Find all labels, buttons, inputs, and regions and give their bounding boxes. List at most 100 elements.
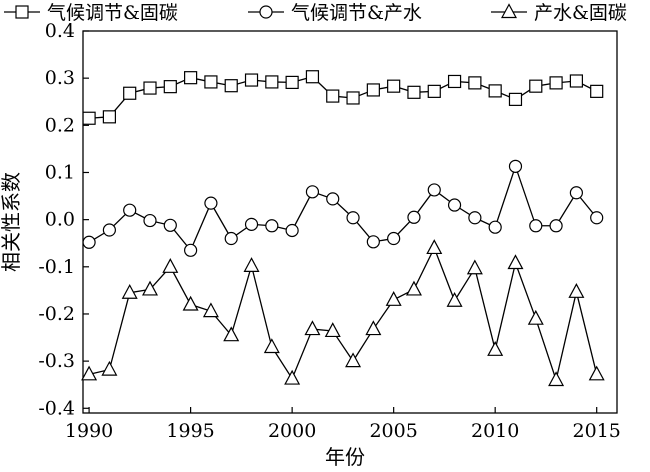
data-point bbox=[405, 280, 422, 296]
y-tick-label: 0.0 bbox=[45, 209, 75, 231]
data-point bbox=[143, 213, 157, 228]
legend-marker-icon bbox=[259, 5, 273, 19]
data-point bbox=[365, 320, 382, 336]
data-point bbox=[284, 369, 301, 385]
data-point bbox=[305, 185, 320, 199]
data-point bbox=[508, 159, 523, 173]
plot-frame bbox=[82, 30, 618, 414]
legend-marker-icon bbox=[500, 3, 518, 19]
data-point bbox=[82, 111, 96, 125]
x-tick-label: 2005 bbox=[369, 420, 417, 442]
data-point bbox=[345, 352, 362, 368]
data-point bbox=[466, 259, 483, 275]
x-tick-label: 2010 bbox=[471, 420, 519, 442]
data-point bbox=[447, 74, 462, 89]
data-point bbox=[366, 235, 380, 249]
data-point bbox=[427, 84, 441, 98]
x-tick-label: 1995 bbox=[166, 420, 214, 442]
data-point bbox=[468, 76, 482, 90]
series-line bbox=[88, 164, 598, 252]
data-point bbox=[102, 110, 116, 124]
data-point bbox=[346, 91, 360, 105]
data-point bbox=[285, 75, 299, 90]
data-point bbox=[123, 86, 137, 100]
x-tick-label: 2000 bbox=[268, 420, 316, 442]
x-axis-label: 年份 bbox=[325, 445, 365, 469]
data-point bbox=[446, 291, 463, 307]
data-point bbox=[244, 73, 259, 87]
y-tick-label: 0.2 bbox=[45, 114, 75, 136]
y-tick-label: -0.3 bbox=[38, 350, 75, 372]
data-point bbox=[202, 302, 219, 318]
data-point bbox=[101, 360, 118, 376]
series-3 bbox=[81, 239, 605, 387]
data-point bbox=[324, 322, 341, 338]
series-1 bbox=[82, 70, 604, 125]
axes: 1990 1995 2000 2005 2010 2015 0.4 0.3 0.2 0.1 0.0 -… bbox=[38, 20, 621, 442]
data-point bbox=[326, 89, 340, 103]
data-point bbox=[102, 223, 116, 237]
data-point bbox=[385, 291, 402, 306]
legend-item-2: 气候调节&产水 bbox=[248, 2, 422, 24]
data-point bbox=[568, 283, 585, 298]
data-point bbox=[529, 219, 543, 233]
data-point bbox=[265, 219, 279, 233]
data-point bbox=[548, 371, 565, 387]
legend-label: 气候调节&固碳 bbox=[47, 2, 178, 24]
data-point bbox=[407, 210, 421, 224]
x-tick-label: 1990 bbox=[65, 420, 113, 442]
data-point bbox=[366, 83, 380, 97]
y-tick-label: 0.3 bbox=[45, 67, 75, 89]
data-point bbox=[590, 211, 604, 225]
data-point bbox=[204, 196, 218, 210]
legend-label: 产水&固碳 bbox=[534, 2, 627, 24]
data-point bbox=[163, 218, 177, 232]
data-point bbox=[427, 183, 441, 197]
data-point bbox=[162, 258, 179, 273]
data-point bbox=[184, 243, 198, 257]
legend-item-3: 产水&固碳 bbox=[491, 2, 627, 24]
legend-item-1: 气候调节&固碳 bbox=[4, 2, 178, 24]
data-point bbox=[305, 70, 320, 84]
data-point bbox=[468, 211, 482, 225]
y-axis-label: 相关性系数 bbox=[0, 172, 23, 272]
data-point bbox=[184, 71, 198, 85]
data-point bbox=[588, 365, 605, 381]
y-tick-label: 0.4 bbox=[45, 20, 75, 42]
data-point bbox=[81, 365, 98, 381]
data-point bbox=[141, 280, 159, 296]
data-point bbox=[263, 338, 280, 354]
data-point bbox=[426, 239, 443, 255]
data-point bbox=[204, 75, 218, 89]
y-tick-label: 0.1 bbox=[45, 161, 75, 183]
data-point bbox=[590, 84, 604, 98]
data-point bbox=[387, 79, 401, 93]
data-point bbox=[244, 217, 259, 231]
data-point bbox=[265, 75, 279, 89]
data-point bbox=[143, 81, 157, 95]
data-point bbox=[549, 76, 563, 90]
data-point bbox=[224, 79, 238, 93]
data-point bbox=[527, 309, 544, 325]
data-point bbox=[224, 231, 238, 246]
y-tick-label: -0.1 bbox=[38, 256, 75, 278]
data-point bbox=[507, 254, 524, 270]
data-point bbox=[326, 192, 340, 206]
data-point bbox=[529, 79, 543, 93]
data-point bbox=[223, 326, 240, 342]
data-point bbox=[182, 295, 199, 311]
data-point bbox=[387, 231, 401, 246]
data-point bbox=[488, 220, 502, 234]
data-point bbox=[346, 211, 360, 225]
data-point bbox=[285, 223, 299, 238]
series-2 bbox=[82, 159, 604, 257]
legend: 气候调节&固碳 气候调节&产水 产水&固碳 bbox=[4, 2, 627, 24]
legend-marker-icon bbox=[15, 5, 29, 19]
data-point bbox=[487, 341, 504, 356]
legend-label: 气候调节&产水 bbox=[291, 2, 422, 24]
data-point bbox=[121, 283, 138, 299]
data-point bbox=[163, 80, 177, 94]
data-point bbox=[82, 235, 96, 249]
data-point bbox=[447, 198, 462, 212]
